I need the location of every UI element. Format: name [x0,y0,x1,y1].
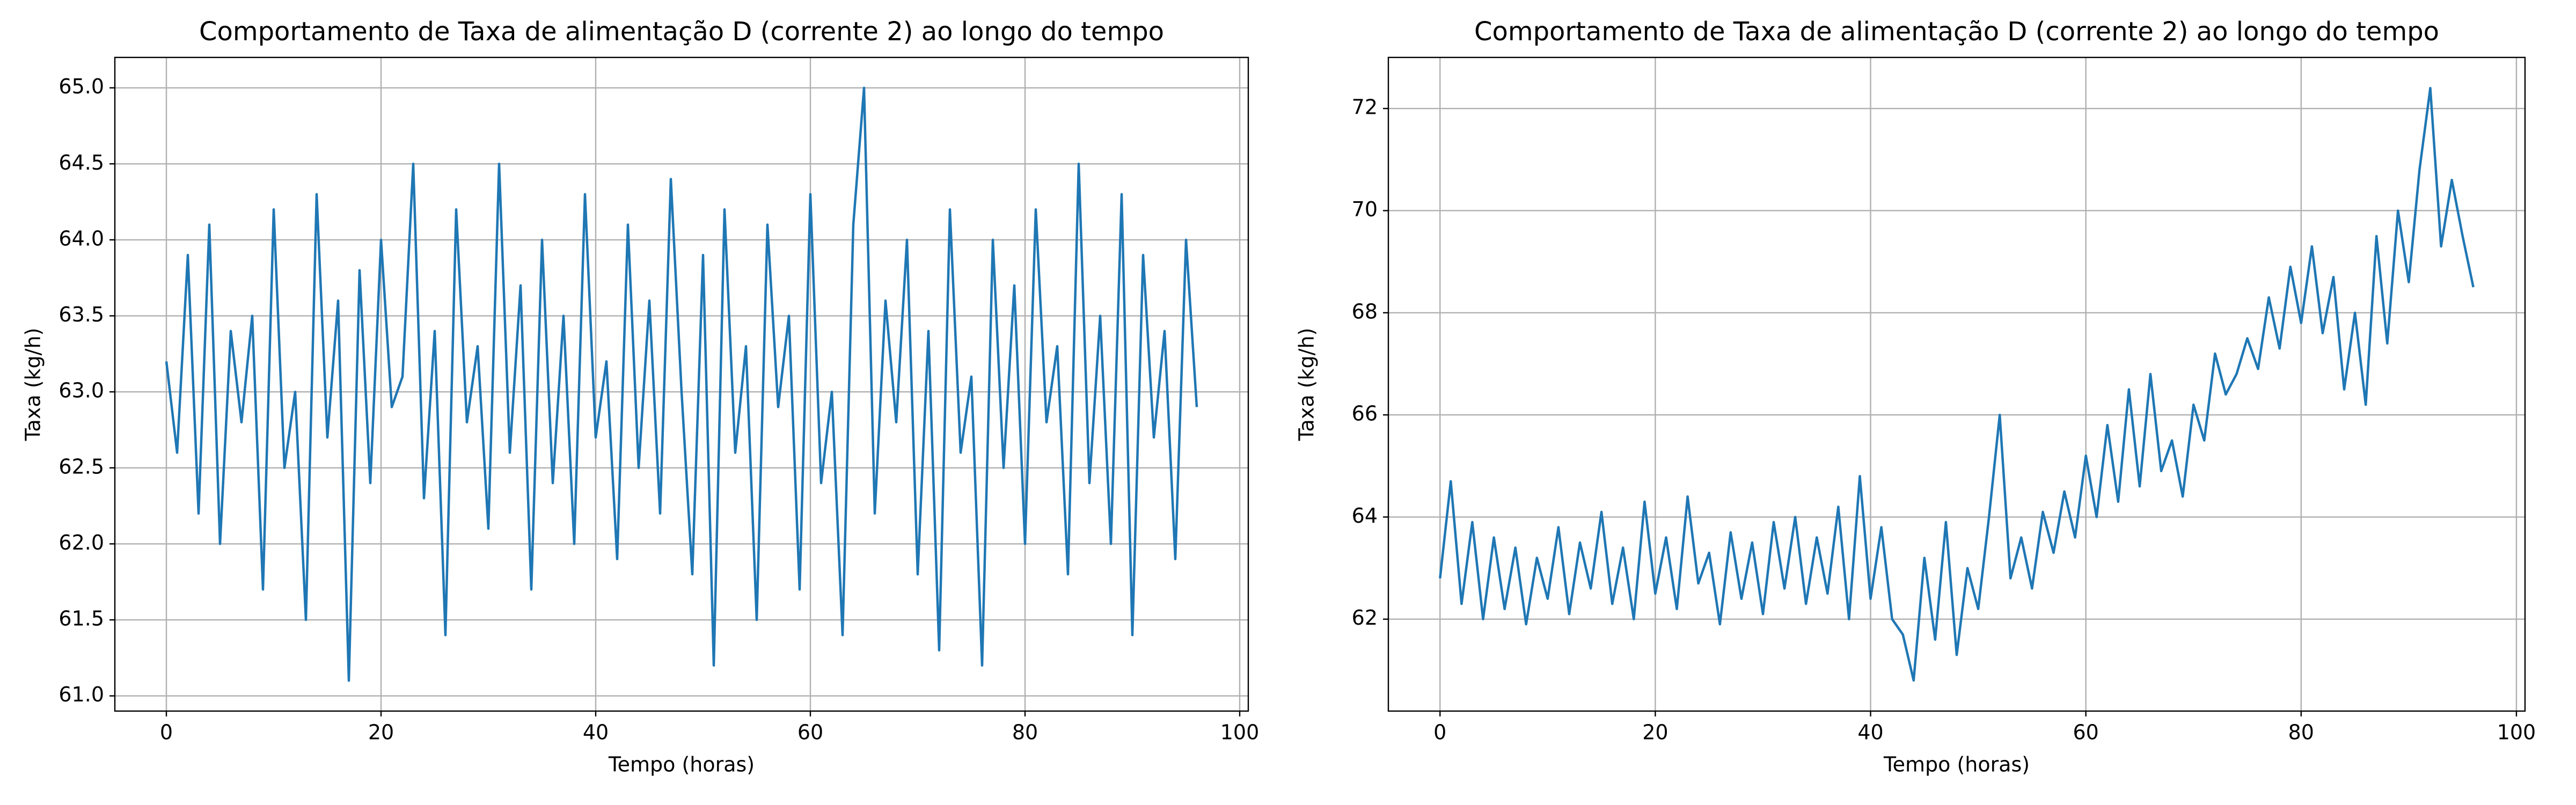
chart-title: Comportamento de Taxa de alimentação D (… [199,17,1164,47]
data-line [1439,86,2475,682]
y-tick-label: 61.0 [58,683,104,706]
x-axis-label: Tempo (horas) [1883,753,2030,777]
y-tick-label: 62 [1352,606,1378,630]
x-tick-label: 80 [1012,721,1038,744]
y-tick-label: 68 [1352,299,1378,323]
y-axis-label: Taxa (kg/h) [1295,328,1319,442]
y-tick-label: 61.5 [58,607,104,631]
x-tick-label: 100 [2497,721,2536,744]
x-tick-label: 20 [368,721,394,744]
x-tick-label: 20 [1642,721,1668,744]
data-line [165,86,1198,682]
chart-title: Comportamento de Taxa de alimentação D (… [1474,17,2439,47]
y-tick-label: 72 [1352,96,1378,119]
x-tick-label: 60 [2073,721,2099,744]
axes-frame [1387,56,2526,712]
x-tick-label: 80 [2288,721,2314,744]
x-tick-label: 0 [1433,721,1446,744]
axes-frame [114,56,1249,712]
y-tick-label: 63.5 [58,303,104,326]
y-tick-label: 65.0 [58,75,104,98]
x-axis-label: Tempo (horas) [608,753,755,777]
y-tick-label: 70 [1352,197,1378,221]
x-tick-label: 60 [797,721,823,744]
y-tick-label: 63.0 [58,379,104,402]
x-tick-label: 40 [583,721,609,744]
y-tick-label: 64 [1352,504,1378,528]
y-axis-label: Taxa (kg/h) [21,328,45,442]
y-tick-label: 62.0 [58,531,104,554]
y-tick-label: 64.5 [58,151,104,174]
x-tick-label: 0 [160,721,173,744]
y-tick-label: 62.5 [58,455,104,478]
x-tick-label: 100 [1220,721,1260,744]
y-tick-label: 66 [1352,402,1378,426]
x-tick-label: 40 [1857,721,1883,744]
y-tick-label: 64.0 [58,226,104,250]
